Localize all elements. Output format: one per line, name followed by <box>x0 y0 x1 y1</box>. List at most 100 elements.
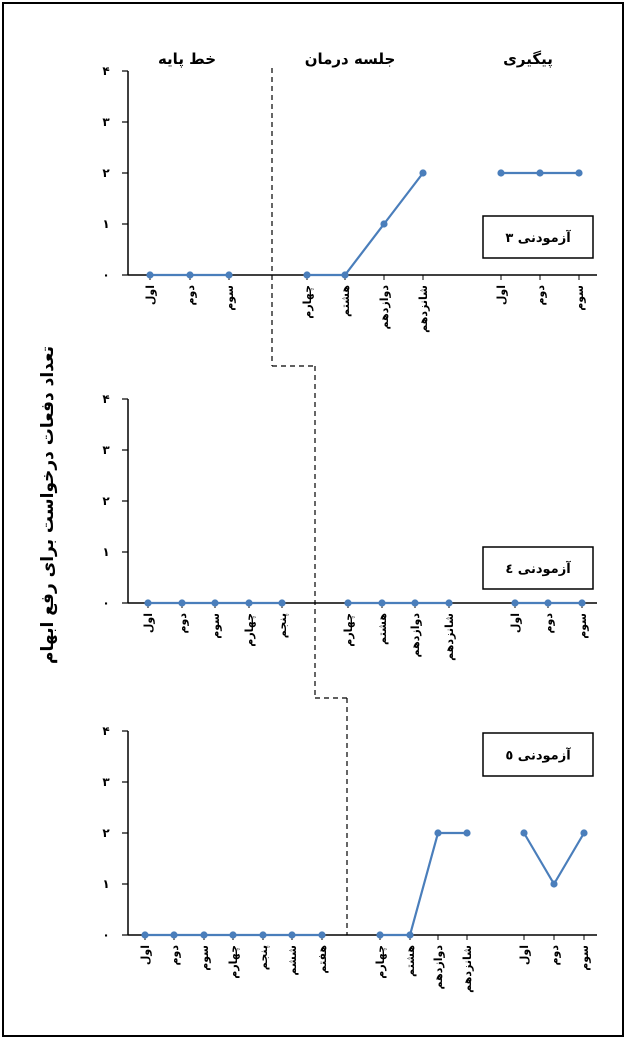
data-point <box>520 829 528 837</box>
x-tick-label: چهارم <box>301 285 314 319</box>
x-tick-label: دوم <box>168 945 181 966</box>
data-point <box>463 829 471 837</box>
y-tick-label: ۲ <box>102 166 110 180</box>
participant-label: آزمودنی ٤ <box>505 560 571 577</box>
x-tick-label: دوم <box>548 945 561 966</box>
x-tick-label: هشتم <box>376 613 389 645</box>
data-point <box>419 169 427 177</box>
x-tick-label: اول <box>142 613 155 633</box>
data-point <box>278 599 286 607</box>
x-tick-label: سوم <box>209 613 222 639</box>
data-point <box>578 599 586 607</box>
data-point <box>580 829 588 837</box>
participant-box <box>482 546 594 590</box>
data-point <box>550 880 558 888</box>
y-tick-label: ۰ <box>102 596 109 610</box>
x-tick-label: دوم <box>542 613 555 634</box>
x-tick-label: چهارم <box>342 613 355 647</box>
phase-label: جلسه درمان <box>305 50 396 68</box>
y-axis-title: تعداد دفعات درخواست برای رفع ابهام <box>38 346 58 664</box>
data-point <box>378 599 386 607</box>
x-tick-label: اول <box>139 945 152 965</box>
data-point <box>303 271 311 279</box>
x-tick-label: سوم <box>576 613 589 639</box>
participant-label: آزمودنی ٥ <box>505 747 571 764</box>
x-tick-label: سوم <box>573 285 586 311</box>
data-point <box>259 931 267 939</box>
data-point <box>445 599 453 607</box>
x-tick-label: دوازدهم <box>378 285 391 330</box>
y-tick-label: ۳ <box>102 115 110 129</box>
y-tick-label: ۱ <box>102 545 109 559</box>
x-tick-label: ششم <box>286 945 299 976</box>
x-tick-label: هشتم <box>404 945 417 977</box>
data-point <box>288 931 296 939</box>
data-point <box>536 169 544 177</box>
x-tick-label: دوازدهم <box>409 613 422 658</box>
data-point <box>200 931 208 939</box>
data-point <box>511 599 519 607</box>
x-tick-label: اول <box>509 613 522 633</box>
x-tick-label: دوم <box>176 613 189 634</box>
x-tick-label: هشتم <box>339 285 352 317</box>
x-tick-label: سوم <box>198 945 211 971</box>
x-tick-label: سوم <box>578 945 591 971</box>
x-tick-label: دوازدهم <box>432 945 445 990</box>
data-point <box>380 220 388 228</box>
data-point <box>376 931 384 939</box>
series-line <box>523 832 585 887</box>
data-point <box>406 931 414 939</box>
participant-label: آزمودنی ۳ <box>505 229 571 246</box>
y-tick-label: ۱ <box>102 217 109 231</box>
data-point <box>170 931 178 939</box>
data-point <box>575 169 583 177</box>
y-tick-label: ۳ <box>102 775 110 789</box>
participant-box <box>482 215 594 259</box>
data-point <box>344 599 352 607</box>
x-tick-label: دوم <box>184 285 197 306</box>
y-tick-label: ۴ <box>102 64 109 78</box>
x-tick-label: شانزدهم <box>461 945 474 993</box>
y-tick-label: ۰ <box>102 268 109 282</box>
x-tick-label: چهارم <box>227 945 240 979</box>
phase-label: پیگیری <box>503 50 553 69</box>
x-tick-label: شانزدهم <box>417 285 430 333</box>
data-point <box>341 271 349 279</box>
phase-label: خط پایه <box>158 50 216 69</box>
data-point <box>144 599 152 607</box>
x-tick-label: دوم <box>534 285 547 306</box>
x-tick-label: اول <box>495 285 508 305</box>
data-point <box>318 931 326 939</box>
x-tick-label: چهارم <box>243 613 256 647</box>
x-tick-label: سوم <box>223 285 236 311</box>
data-point <box>497 169 505 177</box>
data-point <box>411 599 419 607</box>
data-point <box>434 829 442 837</box>
participant-box <box>482 732 594 777</box>
y-tick-label: ۴ <box>102 392 109 406</box>
y-tick-label: ۰ <box>102 928 109 942</box>
x-tick-label: اول <box>518 945 531 965</box>
data-point <box>186 271 194 279</box>
y-tick-label: ۲ <box>102 826 110 840</box>
data-point <box>544 599 552 607</box>
data-point <box>141 931 149 939</box>
data-point <box>178 599 186 607</box>
x-tick-label: پنجم <box>276 613 289 638</box>
x-tick-label: پنجم <box>257 945 270 970</box>
data-point <box>211 599 219 607</box>
data-point <box>229 931 237 939</box>
data-point <box>146 271 154 279</box>
x-tick-label: شانزدهم <box>443 613 456 661</box>
x-tick-label: هفتم <box>316 945 329 974</box>
x-tick-label: اول <box>144 285 157 305</box>
data-point <box>225 271 233 279</box>
y-tick-label: ۴ <box>102 724 109 738</box>
y-tick-label: ۱ <box>102 877 109 891</box>
y-tick-label: ۲ <box>102 494 110 508</box>
y-tick-label: ۳ <box>102 443 110 457</box>
series-line <box>380 831 467 937</box>
data-point <box>245 599 253 607</box>
